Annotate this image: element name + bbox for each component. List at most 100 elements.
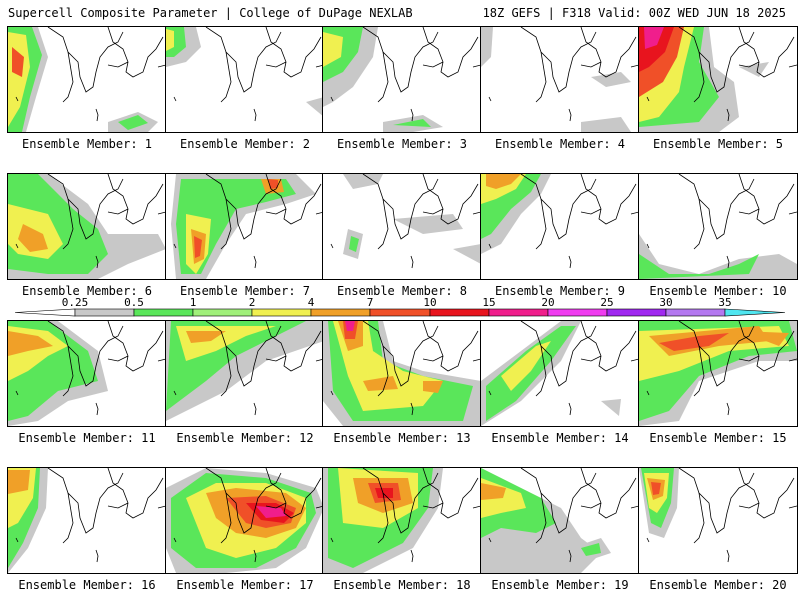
map-fill [323,321,481,426]
ensemble-member-label: Ensemble Member: 8 [336,284,468,298]
scp-contour [481,27,493,67]
map-fill [481,321,639,426]
scp-contour [8,331,53,356]
map-fill [166,468,324,573]
map-panel [7,173,167,280]
map-panel [638,320,798,427]
map-fill [330,174,481,269]
scp-contour [481,483,506,500]
map-fill [481,174,639,269]
ensemble-member-label: Ensemble Member: 6 [21,284,153,298]
scp-contour [591,72,631,87]
map-panel [480,173,640,280]
great-lakes-outline [47,321,166,397]
boundary-mark [646,390,730,416]
scp-contour [349,236,359,252]
scp-contour [739,331,789,346]
ensemble-member-label: Ensemble Member: 2 [179,137,311,151]
map-fill [323,27,481,132]
ensemble-member-label: Ensemble Member: 19 [491,578,629,592]
scp-contour [186,331,226,343]
colorbar-tick-label: 20 [541,296,555,309]
great-lakes-outline [47,468,166,544]
scp-contour [639,234,797,279]
map-panel [7,26,167,133]
map-fill [166,321,324,421]
great-lakes-outline [362,27,481,103]
scp-contour [345,321,355,331]
ensemble-member-label: Ensemble Member: 7 [179,284,311,298]
map-panel [638,467,798,574]
scp-contour [306,97,324,117]
colorbar-low-arrow [14,308,76,317]
boundary-mark [15,390,99,416]
scp-contour [501,341,551,391]
great-lakes-outline [678,468,797,544]
map-fill [639,468,797,563]
boundary-mark [330,243,414,269]
map-fill [8,174,166,279]
scp-contour [453,244,481,264]
great-lakes-outline [678,27,797,103]
great-lakes-outline [205,321,324,397]
great-lakes-outline [362,468,481,544]
scp-contour [739,62,769,77]
map-fill [8,27,166,132]
scp-contour [486,174,521,189]
colorbar-swatch [133,308,194,317]
colorbar-swatch [369,308,431,317]
map-fill [639,174,797,279]
map-panel [322,173,482,280]
great-lakes-outline [520,174,639,250]
colorbar-tick-label: 15 [482,296,496,309]
boundary-mark [330,390,414,416]
scp-contour [256,506,286,518]
colorbar-tick-label: 30 [659,296,673,309]
scp-contour [659,333,729,351]
colorbar-swatch [665,308,726,317]
ensemble-member-label: Ensemble Member: 16 [18,578,156,592]
colorbar-tick-label: 4 [307,296,315,309]
ensemble-member-label: Ensemble Member: 17 [176,578,314,592]
great-lakes-outline [362,321,481,397]
scp-contour [363,376,398,391]
map-panel [322,467,482,574]
boundary-mark [330,537,414,563]
colorbar-swatch [192,308,253,317]
scp-contour [644,27,664,49]
boundary-mark [488,390,572,416]
boundary-mark [15,243,99,269]
map-panel [322,26,482,133]
colorbar-tick-label: 2 [248,296,256,309]
colorbar-swatch [251,308,312,317]
great-lakes-outline [520,321,639,397]
map-fill [481,468,639,573]
scp-contour [166,29,174,51]
boundary-mark [173,390,257,416]
ensemble-member-label: Ensemble Member: 15 [649,431,787,445]
map-panel [480,26,640,133]
scp-contour [423,381,443,393]
colorbar-swatch [429,308,490,317]
scp-contour [601,399,621,416]
scp-contour [118,115,148,130]
ensemble-member-label: Ensemble Member: 12 [176,431,314,445]
map-fill [639,321,797,426]
boundary-mark [15,537,99,563]
map-fill [8,468,166,573]
ensemble-member-label: Ensemble Member: 18 [333,578,471,592]
great-lakes-outline [362,174,481,250]
boundary-mark [488,537,572,563]
scp-contour [486,326,576,421]
great-lakes-outline [520,27,639,103]
map-panel [480,320,640,427]
colorbar-swatch [74,308,135,317]
boundary-mark [173,96,257,122]
colorbar-swatch [724,308,786,317]
scp-contour [393,214,463,234]
ensemble-member-label: Ensemble Member: 20 [649,578,787,592]
boundary-mark [173,537,257,563]
map-fill [8,321,166,426]
great-lakes-outline [47,27,166,103]
ensemble-member-label: Ensemble Member: 3 [336,137,468,151]
